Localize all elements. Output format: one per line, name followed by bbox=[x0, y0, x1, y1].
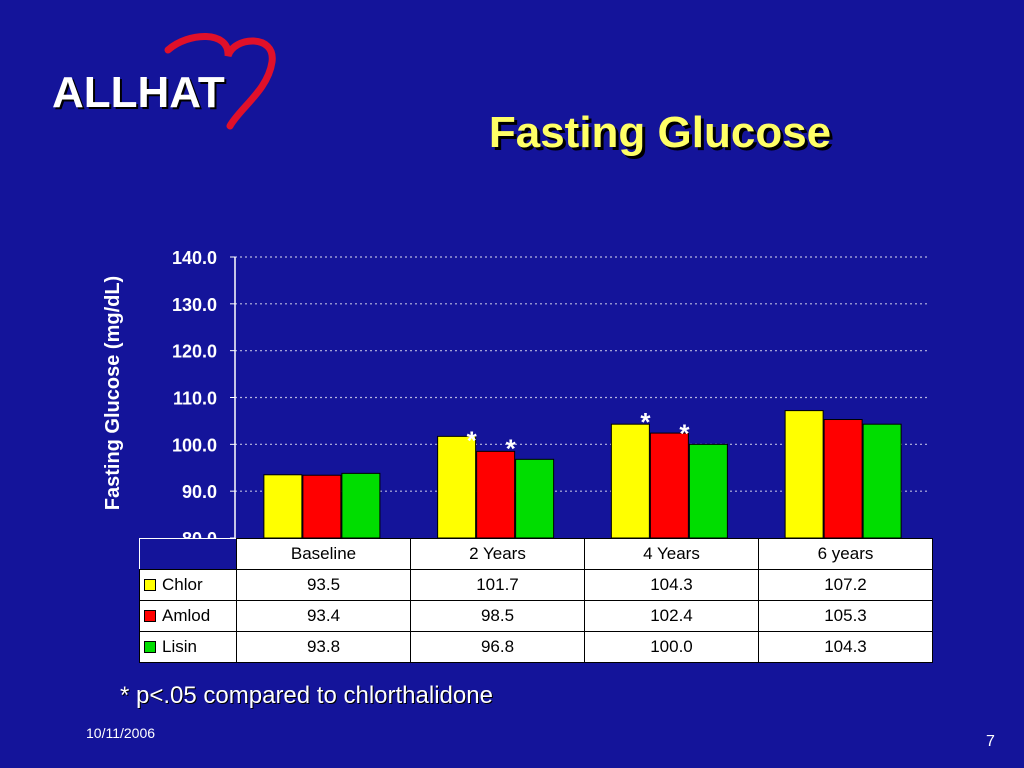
significance-asterisk: * bbox=[640, 407, 651, 437]
y-tick-label: 100.0 bbox=[172, 435, 217, 455]
bar bbox=[515, 458, 555, 539]
y-tick-label: 110.0 bbox=[173, 389, 217, 409]
logo-text: ALLHAT bbox=[52, 68, 225, 117]
table-row: Chlor 93.5 101.7 104.3 107.2 bbox=[139, 569, 933, 601]
footer-date: 10/11/2006 bbox=[86, 725, 156, 741]
legend-swatch bbox=[144, 609, 156, 622]
table-header-cell: 2 Years bbox=[410, 538, 585, 570]
significance-asterisk: * bbox=[467, 425, 478, 455]
legend-label: Chlor bbox=[162, 575, 203, 594]
bar bbox=[649, 432, 689, 539]
table-header-cell: 6 years bbox=[758, 538, 933, 570]
bar bbox=[823, 419, 863, 539]
page-number: 7 bbox=[986, 733, 995, 750]
bar bbox=[784, 410, 824, 539]
y-tick-label: 90.0 bbox=[182, 482, 217, 502]
table-row: Amlod 93.4 98.5 102.4 105.3 bbox=[139, 600, 933, 632]
heart-logo-icon bbox=[164, 33, 276, 130]
table-row: Lisin 93.8 96.8 100.0 104.3 bbox=[139, 631, 933, 663]
slide-title: Fasting Glucose bbox=[488, 108, 832, 157]
bar bbox=[610, 423, 650, 539]
legend-swatch bbox=[144, 640, 156, 653]
table-cell: 105.3 bbox=[758, 600, 933, 632]
bar bbox=[862, 423, 902, 539]
table-header-row: Baseline 2 Years 4 Years 6 years bbox=[139, 538, 933, 570]
legend-entry: Amlod bbox=[139, 600, 237, 632]
data-table: Baseline 2 Years 4 Years 6 years Chlor 9… bbox=[139, 538, 933, 663]
table-cell: 104.3 bbox=[758, 631, 933, 663]
table-cell: 96.8 bbox=[410, 631, 585, 663]
table-cell: 107.2 bbox=[758, 569, 933, 601]
significance-asterisk: * bbox=[679, 418, 690, 448]
table-corner bbox=[139, 538, 237, 570]
table-cell: 100.0 bbox=[584, 631, 759, 663]
table-cell: 98.5 bbox=[410, 600, 585, 632]
table-header-cell: 4 Years bbox=[584, 538, 759, 570]
table-cell: 101.7 bbox=[410, 569, 585, 601]
table-header-cell: Baseline bbox=[236, 538, 411, 570]
table-cell: 93.8 bbox=[236, 631, 411, 663]
allhat-logo: ALLHAT bbox=[40, 28, 290, 138]
legend-entry: Lisin bbox=[139, 631, 237, 663]
legend-entry: Chlor bbox=[139, 569, 237, 601]
legend-label: Lisin bbox=[162, 637, 197, 656]
y-tick-label: 140.0 bbox=[172, 248, 217, 268]
significance-asterisk: * bbox=[506, 433, 517, 463]
y-tick-label: 120.0 bbox=[172, 342, 217, 362]
y-tick-label: 130.0 bbox=[172, 295, 217, 315]
table-cell: 93.5 bbox=[236, 569, 411, 601]
bar bbox=[302, 474, 342, 539]
table-cell: 102.4 bbox=[584, 600, 759, 632]
heart-outline bbox=[164, 33, 276, 130]
footnote: * p<.05 compared to chlorthalidone bbox=[120, 682, 493, 709]
bar bbox=[476, 450, 516, 539]
bar bbox=[341, 472, 381, 539]
legend-label: Amlod bbox=[162, 606, 211, 625]
bar bbox=[263, 474, 303, 539]
legend-swatch bbox=[144, 578, 156, 591]
bar bbox=[437, 435, 477, 539]
table-cell: 93.4 bbox=[236, 600, 411, 632]
bar bbox=[688, 443, 728, 539]
table-cell: 104.3 bbox=[584, 569, 759, 601]
